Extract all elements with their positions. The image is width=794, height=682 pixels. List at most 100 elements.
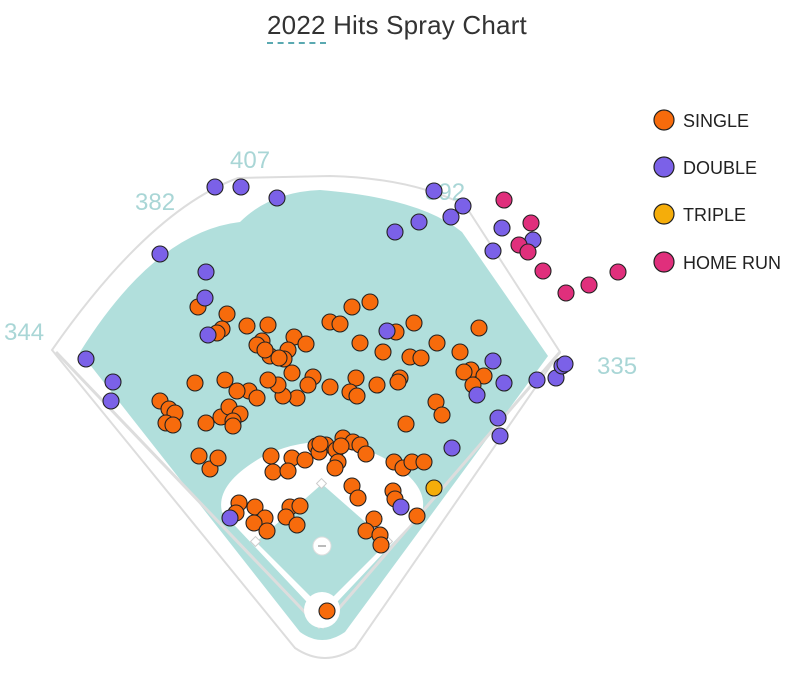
distance-left-line: 344 bbox=[4, 319, 44, 346]
left-foul-line bbox=[54, 350, 322, 630]
hit-double-0 bbox=[206, 178, 224, 196]
hit-single-36 bbox=[348, 387, 366, 405]
hit-single-46 bbox=[248, 389, 266, 407]
hit-single-21 bbox=[428, 334, 446, 352]
hit-home-run-6 bbox=[580, 276, 598, 294]
legend-swatch-home-run bbox=[653, 251, 675, 273]
hit-double-3 bbox=[151, 245, 169, 263]
hit-single-49 bbox=[186, 374, 204, 392]
hit-single-33 bbox=[368, 376, 386, 394]
hit-double-11 bbox=[442, 208, 460, 226]
hit-double-4 bbox=[197, 263, 215, 281]
hit-double-10 bbox=[425, 182, 443, 200]
hit-home-run-7 bbox=[609, 263, 627, 281]
hits-layer bbox=[77, 178, 627, 620]
hit-home-run-3 bbox=[519, 243, 537, 261]
hit-single-54 bbox=[164, 416, 182, 434]
hit-single-15 bbox=[351, 334, 369, 352]
hit-double-18 bbox=[378, 322, 396, 340]
hit-double-9 bbox=[102, 392, 120, 410]
hit-single-67 bbox=[264, 463, 282, 481]
hit-single-25 bbox=[475, 367, 493, 385]
hit-single-14 bbox=[361, 293, 379, 311]
hit-double-30 bbox=[392, 498, 410, 516]
hit-single-20 bbox=[412, 349, 430, 367]
hit-single-39 bbox=[299, 376, 317, 394]
distance-center: 407 bbox=[230, 147, 270, 174]
hit-single-82 bbox=[415, 453, 433, 471]
hit-double-24 bbox=[556, 355, 574, 373]
hit-home-run-1 bbox=[522, 214, 540, 232]
hit-single-26 bbox=[455, 363, 473, 381]
hit-single-55 bbox=[197, 414, 215, 432]
hit-double-15 bbox=[493, 219, 511, 237]
hit-single-96 bbox=[245, 514, 263, 532]
hit-single-99 bbox=[291, 497, 309, 515]
hit-single-18 bbox=[405, 314, 423, 332]
hit-double-27 bbox=[491, 427, 509, 445]
hit-single-78 bbox=[357, 445, 375, 463]
hit-single-29 bbox=[433, 406, 451, 424]
second-base bbox=[315, 477, 328, 490]
hit-single-77 bbox=[326, 459, 344, 477]
legend-label-single: SINGLE bbox=[683, 111, 749, 131]
hit-double-7 bbox=[77, 350, 95, 368]
hit-single-102 bbox=[318, 602, 336, 620]
hit-single-1 bbox=[238, 317, 256, 335]
distance-right-line: 335 bbox=[597, 353, 637, 380]
hit-double-20 bbox=[495, 374, 513, 392]
hit-single-108 bbox=[270, 349, 288, 367]
legend: SINGLE DOUBLE TRIPLE HOME RUN bbox=[653, 109, 781, 273]
title-rest: Hits Spray Chart bbox=[325, 10, 527, 40]
hit-single-48 bbox=[216, 371, 234, 389]
hit-single-104 bbox=[332, 437, 350, 455]
hit-double-6 bbox=[199, 326, 217, 344]
legend-swatch-triple bbox=[653, 203, 675, 225]
hit-single-84 bbox=[349, 489, 367, 507]
hit-single-23 bbox=[470, 319, 488, 337]
hit-double-28 bbox=[443, 439, 461, 457]
hit-single-7 bbox=[297, 335, 315, 353]
hit-single-0 bbox=[218, 305, 236, 323]
hit-home-run-4 bbox=[534, 262, 552, 280]
hit-double-8 bbox=[104, 373, 122, 391]
hit-single-64 bbox=[262, 447, 280, 465]
hit-double-29 bbox=[221, 509, 239, 527]
hit-single-16 bbox=[374, 343, 392, 361]
hit-single-88 bbox=[365, 510, 383, 528]
hit-single-12 bbox=[331, 315, 349, 333]
legend-label-home-run: HOME RUN bbox=[683, 253, 781, 273]
hit-double-19 bbox=[484, 352, 502, 370]
third-base bbox=[249, 535, 262, 548]
distance-left-center: 382 bbox=[135, 189, 175, 216]
chart-title: 2022 Hits Spray Chart bbox=[0, 10, 794, 44]
hit-single-44 bbox=[259, 371, 277, 389]
hit-single-60 bbox=[224, 417, 242, 435]
hit-single-30 bbox=[397, 415, 415, 433]
hit-single-66 bbox=[296, 451, 314, 469]
hit-single-13 bbox=[343, 298, 361, 316]
hit-single-22 bbox=[451, 343, 469, 361]
hit-single-2 bbox=[259, 316, 277, 334]
legend-label-double: DOUBLE bbox=[683, 158, 757, 178]
hit-double-1 bbox=[232, 178, 250, 196]
hit-double-5 bbox=[196, 289, 214, 307]
legend-label-triple: TRIPLE bbox=[683, 205, 746, 225]
hit-double-2 bbox=[268, 189, 286, 207]
hit-double-21 bbox=[528, 371, 546, 389]
hit-single-101 bbox=[288, 516, 306, 534]
hit-single-40 bbox=[288, 389, 306, 407]
legend-swatch-single bbox=[653, 109, 675, 131]
hit-single-103 bbox=[311, 435, 329, 453]
hit-single-68 bbox=[279, 462, 297, 480]
hit-single-87 bbox=[408, 507, 426, 525]
title-year: 2022 bbox=[267, 10, 326, 44]
hit-double-26 bbox=[489, 409, 507, 427]
hit-single-37 bbox=[321, 378, 339, 396]
hit-single-32 bbox=[389, 373, 407, 391]
hit-double-25 bbox=[468, 386, 486, 404]
hit-home-run-0 bbox=[495, 191, 513, 209]
hit-double-13 bbox=[410, 213, 428, 231]
hit-single-63 bbox=[209, 449, 227, 467]
